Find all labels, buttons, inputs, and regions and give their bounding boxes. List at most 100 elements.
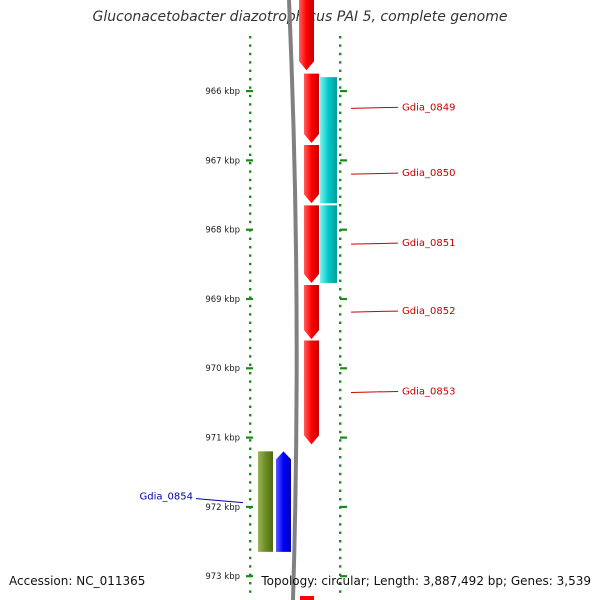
forward-gene-arrow[interactable] xyxy=(304,145,319,204)
tick-dot xyxy=(249,313,252,316)
forward-gene-arrow[interactable] xyxy=(304,285,319,340)
tick-dot xyxy=(339,296,342,299)
tick-dot xyxy=(249,36,252,39)
forward-gene-arrow[interactable] xyxy=(304,340,319,445)
tick-dot xyxy=(249,514,252,518)
major-tick xyxy=(340,159,347,162)
gene-leader-line xyxy=(350,310,399,313)
gene-label[interactable]: Gdia_0853 xyxy=(402,386,455,397)
tick-dot xyxy=(249,246,252,249)
tick-dot xyxy=(339,447,342,450)
tick-label: 966 kbp xyxy=(205,87,240,97)
tick-dot xyxy=(339,279,342,282)
tick-dot xyxy=(249,44,252,47)
tick-dot xyxy=(249,103,252,106)
forward-gene-arrow[interactable] xyxy=(304,205,319,283)
tick-dot xyxy=(249,271,252,274)
tick-dot xyxy=(249,52,252,56)
tick-dot xyxy=(339,590,342,593)
tick-dot xyxy=(249,111,252,114)
tick-dot xyxy=(339,111,342,114)
tick-dot xyxy=(249,330,252,333)
tick-dot xyxy=(339,548,342,551)
tick-dot xyxy=(249,262,252,266)
tick-dot xyxy=(249,178,252,182)
major-tick xyxy=(340,297,347,301)
major-tick xyxy=(246,90,253,93)
tick-dot xyxy=(339,531,342,534)
tick-dot xyxy=(339,94,342,98)
major-tick xyxy=(340,90,347,93)
tick-label: 971 kbp xyxy=(205,434,240,444)
major-tick xyxy=(340,436,347,439)
tick-dot xyxy=(249,498,252,501)
tick-dot xyxy=(339,136,342,140)
tick-dot xyxy=(249,481,252,484)
tick-dot xyxy=(339,103,342,106)
tick-dot xyxy=(249,573,252,576)
tick-dot xyxy=(249,422,252,425)
tick-dot xyxy=(249,582,252,585)
tick-dot xyxy=(249,430,252,434)
major-tick xyxy=(340,367,347,370)
cds-feature-bar[interactable] xyxy=(320,205,337,283)
tick-dot xyxy=(339,582,342,585)
tick-dot xyxy=(339,321,342,324)
forward-gene-arrow[interactable] xyxy=(299,0,314,71)
tick-dot xyxy=(249,363,252,366)
tick-dot xyxy=(339,237,342,240)
tick-dot xyxy=(249,162,252,165)
feature-layer xyxy=(258,77,337,552)
tick-dot xyxy=(339,246,342,249)
tick-dot xyxy=(249,338,252,341)
tick-dot xyxy=(339,288,342,291)
tick-dot xyxy=(339,212,342,215)
tick-dot xyxy=(249,346,252,350)
tick-dot xyxy=(249,489,252,492)
cds-feature-bar[interactable] xyxy=(320,77,337,204)
gene-label[interactable]: Gdia_0850 xyxy=(402,168,455,179)
gene-label[interactable]: Gdia_0852 xyxy=(402,306,455,317)
tick-dot xyxy=(339,195,342,198)
tick-dot xyxy=(249,254,252,257)
gene-label[interactable]: Gdia_0854 xyxy=(140,492,193,503)
gene-label[interactable]: Gdia_0849 xyxy=(402,102,455,113)
tick-dot xyxy=(249,397,252,400)
reverse-gene-arrow[interactable] xyxy=(276,451,291,552)
major-tick xyxy=(340,505,347,508)
tick-dot xyxy=(249,128,252,131)
tick-dot xyxy=(339,204,342,207)
tick-dot xyxy=(249,279,252,282)
gene-label[interactable]: Gdia_0851 xyxy=(402,238,455,249)
tick-dot xyxy=(339,481,342,484)
major-tick xyxy=(246,436,253,439)
tick-dot xyxy=(249,288,252,291)
tick-dot xyxy=(249,136,252,140)
tick-dot xyxy=(249,220,252,224)
tick-dot xyxy=(249,69,252,72)
tick-dot xyxy=(249,540,252,543)
tick-dot xyxy=(249,464,252,467)
tick-dot xyxy=(249,237,252,240)
tick-dot xyxy=(339,170,342,173)
forward-gene-arrow[interactable] xyxy=(304,73,319,143)
tick-dot xyxy=(249,187,252,190)
tick-dot xyxy=(339,464,342,467)
tick-dot xyxy=(339,52,342,56)
tick-dot xyxy=(249,590,252,593)
tick-dot xyxy=(249,212,252,215)
tick-dot xyxy=(339,44,342,47)
tick-dot xyxy=(339,254,342,257)
tick-dot xyxy=(339,414,342,417)
tick-dot xyxy=(339,128,342,131)
tick-dot xyxy=(339,313,342,316)
tick-dot xyxy=(249,380,252,383)
tick-dot xyxy=(339,153,342,156)
tick-dot xyxy=(249,456,252,459)
tick-dot xyxy=(249,372,252,375)
tick-dot xyxy=(339,346,342,350)
tick-dot xyxy=(249,153,252,156)
tick-dot xyxy=(339,187,342,190)
reverse-feature-bar[interactable] xyxy=(258,451,273,552)
